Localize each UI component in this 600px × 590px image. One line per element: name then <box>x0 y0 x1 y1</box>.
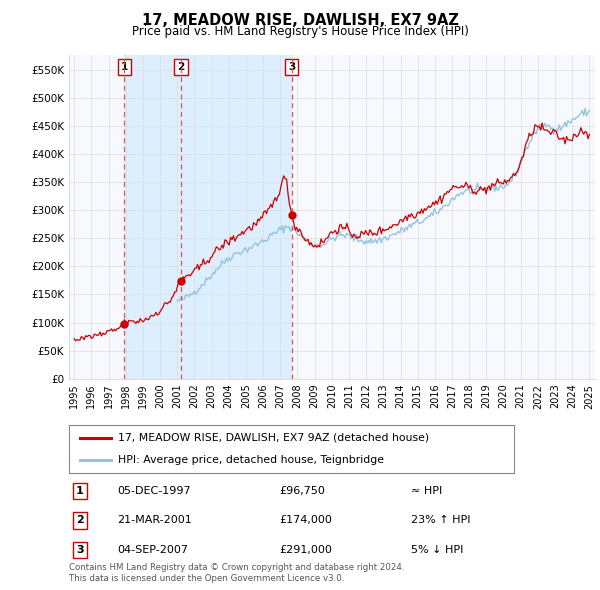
Text: ≈ HPI: ≈ HPI <box>411 486 442 496</box>
Text: £291,000: £291,000 <box>279 545 332 555</box>
Bar <box>124 55 181 379</box>
Text: 5% ↓ HPI: 5% ↓ HPI <box>411 545 463 555</box>
Text: 2: 2 <box>76 516 83 525</box>
Text: 04-SEP-2007: 04-SEP-2007 <box>117 545 188 555</box>
Text: This data is licensed under the Open Government Licence v3.0.: This data is licensed under the Open Gov… <box>69 574 344 583</box>
Text: £174,000: £174,000 <box>279 516 332 525</box>
Text: 17, MEADOW RISE, DAWLISH, EX7 9AZ (detached house): 17, MEADOW RISE, DAWLISH, EX7 9AZ (detac… <box>118 433 429 443</box>
Text: 2: 2 <box>178 62 185 72</box>
Text: 05-DEC-1997: 05-DEC-1997 <box>117 486 191 496</box>
Text: Price paid vs. HM Land Registry's House Price Index (HPI): Price paid vs. HM Land Registry's House … <box>131 25 469 38</box>
Text: 1: 1 <box>76 486 83 496</box>
Text: 3: 3 <box>76 545 83 555</box>
Text: HPI: Average price, detached house, Teignbridge: HPI: Average price, detached house, Teig… <box>118 455 384 465</box>
Text: 21-MAR-2001: 21-MAR-2001 <box>117 516 192 525</box>
Text: 3: 3 <box>288 62 295 72</box>
Text: 23% ↑ HPI: 23% ↑ HPI <box>411 516 470 525</box>
Text: 17, MEADOW RISE, DAWLISH, EX7 9AZ: 17, MEADOW RISE, DAWLISH, EX7 9AZ <box>142 13 458 28</box>
Text: £96,750: £96,750 <box>279 486 325 496</box>
Bar <box>181 55 292 379</box>
Text: Contains HM Land Registry data © Crown copyright and database right 2024.: Contains HM Land Registry data © Crown c… <box>69 563 404 572</box>
Text: 1: 1 <box>121 62 128 72</box>
